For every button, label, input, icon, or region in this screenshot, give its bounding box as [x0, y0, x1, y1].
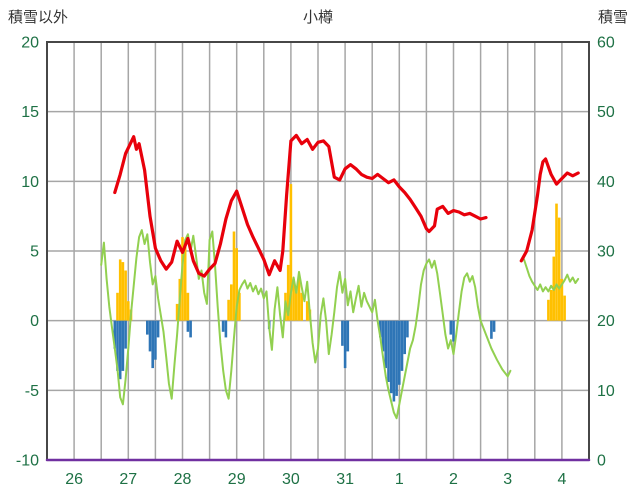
blue-bars: [113, 320, 496, 402]
right-axis-tick-label: 10: [597, 383, 615, 400]
x-axis-tick-label: 31: [336, 471, 354, 488]
x-axis-tick-label: 4: [557, 471, 566, 488]
right-axis-tick-label: 40: [597, 174, 615, 191]
right-axis-tick-label: 30: [597, 244, 615, 261]
right-axis-tick-label: 0: [597, 453, 606, 470]
right-axis-tick-label: 60: [597, 35, 615, 52]
green-line: [100, 229, 512, 420]
right-axis-title: 積雪: [597, 9, 628, 26]
red-line: [113, 133, 488, 278]
left-axis-tick-label: 5: [30, 244, 39, 261]
left-axis-tick-label: -5: [25, 383, 39, 400]
chart-title: 小樽: [302, 9, 333, 26]
red-line: [519, 157, 580, 263]
x-axis-tick-label: 26: [65, 471, 83, 488]
right-axis-tick-label: 50: [597, 104, 615, 121]
left-axis-tick-label: -10: [16, 453, 39, 470]
x-axis-tick-label: 3: [503, 471, 512, 488]
x-axis-tick-label: 2: [449, 471, 458, 488]
x-axis-tick-label: 1: [395, 471, 404, 488]
x-axis-tick-label: 28: [174, 471, 192, 488]
x-axis-tick-label: 27: [119, 471, 137, 488]
left-axis-tick-label: 20: [21, 35, 39, 52]
x-axis-tick-label: 30: [282, 471, 300, 488]
left-axis-tick-label: 15: [21, 104, 39, 121]
left-axis-title: 積雪以外: [8, 9, 69, 26]
left-axis-tick-label: 0: [30, 313, 39, 330]
x-axis-tick-label: 29: [228, 471, 246, 488]
left-axis-tick-label: 10: [21, 174, 39, 191]
green-line: [523, 258, 580, 293]
right-axis-tick-label: 20: [597, 313, 615, 330]
